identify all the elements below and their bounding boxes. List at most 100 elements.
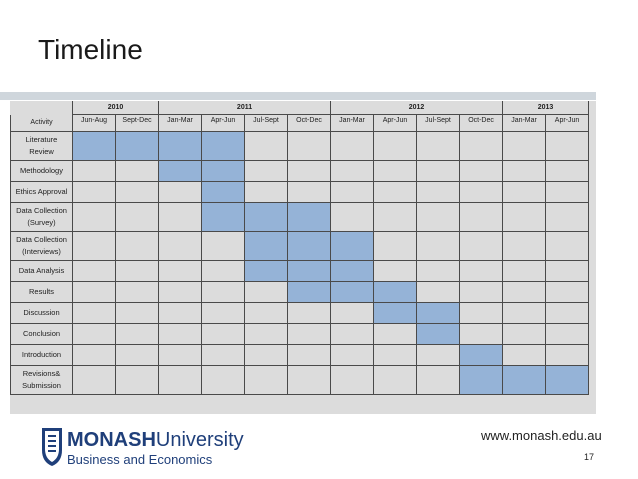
period-cell bbox=[545, 160, 590, 182]
activity-label-line: Data Collection bbox=[16, 206, 67, 215]
period-cell bbox=[158, 302, 203, 324]
period-cell bbox=[287, 302, 332, 324]
period-cell bbox=[545, 302, 590, 324]
period-cell bbox=[287, 344, 332, 366]
period-cell bbox=[72, 344, 116, 366]
period-cell bbox=[72, 260, 116, 282]
activity-label-line: (Interviews) bbox=[22, 247, 61, 256]
period-cell bbox=[72, 202, 116, 232]
table-row: Discussion bbox=[10, 302, 590, 324]
table-row: Data Analysis bbox=[10, 260, 590, 282]
period-cell bbox=[114, 281, 160, 303]
period-cell bbox=[545, 323, 590, 345]
period-cell bbox=[244, 160, 289, 182]
table-row: Ethics Approval bbox=[10, 181, 590, 203]
period-cell bbox=[114, 202, 160, 232]
period-cell bbox=[502, 202, 547, 232]
period-cell bbox=[201, 302, 246, 324]
period-cell bbox=[545, 131, 590, 161]
period-cell bbox=[330, 160, 375, 182]
period-cell bbox=[201, 260, 246, 282]
table-row: Results bbox=[10, 281, 590, 303]
activity-label: Methodology bbox=[10, 160, 73, 182]
activity-label: Results bbox=[10, 281, 73, 303]
slide-title: Timeline bbox=[38, 34, 143, 65]
period-cell bbox=[287, 365, 332, 395]
active-period-cell bbox=[287, 260, 332, 282]
period-header: Jul-Sept bbox=[244, 114, 289, 132]
period-cell bbox=[114, 344, 160, 366]
active-period-cell bbox=[330, 231, 375, 261]
period-cell bbox=[330, 344, 375, 366]
period-cell bbox=[114, 181, 160, 203]
monash-logo: MONASHUniversity Business and Economics bbox=[42, 428, 244, 467]
activity-label-line: Introduction bbox=[21, 350, 62, 359]
period-cell bbox=[416, 202, 461, 232]
period-cell bbox=[330, 181, 375, 203]
period-cell bbox=[201, 344, 246, 366]
table-row: Data Collection (Interviews) bbox=[10, 231, 590, 261]
period-cell bbox=[545, 260, 590, 282]
website-url: www.monash.edu.au bbox=[481, 428, 602, 443]
period-cell bbox=[330, 302, 375, 324]
title-divider-bar bbox=[0, 92, 596, 100]
period-cell bbox=[416, 160, 461, 182]
period-cell bbox=[158, 260, 203, 282]
period-cell bbox=[158, 202, 203, 232]
monash-crest-icon bbox=[42, 428, 62, 466]
year-header: 2010 bbox=[71, 101, 160, 115]
period-cell bbox=[114, 302, 160, 324]
activity-label-line: Methodology bbox=[20, 166, 63, 175]
period-cell bbox=[114, 365, 160, 395]
year-header: 2013 bbox=[502, 101, 590, 115]
timeline-table-area: 2010 2011 2012 2013 Activity Jun-Aug Sept-Dec J… bbox=[10, 101, 596, 414]
period-header: Jun-Aug bbox=[72, 114, 116, 132]
active-period-cell bbox=[114, 131, 160, 161]
table-row: Introduction bbox=[10, 344, 590, 366]
period-cell bbox=[244, 281, 289, 303]
active-period-cell bbox=[459, 344, 504, 366]
active-period-cell bbox=[287, 231, 332, 261]
period-cell bbox=[373, 231, 418, 261]
header-corner bbox=[11, 101, 73, 115]
period-cell bbox=[502, 323, 547, 345]
period-cell bbox=[416, 344, 461, 366]
active-period-cell bbox=[244, 202, 289, 232]
activity-label: Data Analysis bbox=[10, 260, 73, 282]
period-cell bbox=[373, 365, 418, 395]
period-cell bbox=[459, 323, 504, 345]
period-cell bbox=[114, 160, 160, 182]
activity-label-line: Data Analysis bbox=[18, 266, 65, 275]
period-cell bbox=[330, 202, 375, 232]
period-cell bbox=[201, 323, 246, 345]
period-cell bbox=[502, 231, 547, 261]
period-cell bbox=[373, 344, 418, 366]
period-cell bbox=[114, 231, 160, 261]
period-header: Jan-Mar bbox=[158, 114, 203, 132]
period-cell bbox=[244, 323, 289, 345]
period-header: Apr-Jun bbox=[201, 114, 246, 132]
activity-label-line: (Survey) bbox=[27, 218, 56, 227]
period-cell bbox=[114, 323, 160, 345]
active-period-cell bbox=[502, 365, 547, 395]
logo-suffix: University bbox=[156, 429, 244, 451]
activity-label: Data Collection (Interviews) bbox=[10, 231, 73, 261]
active-period-cell bbox=[244, 260, 289, 282]
period-cell bbox=[502, 160, 547, 182]
active-period-cell bbox=[201, 160, 246, 182]
active-period-cell bbox=[545, 365, 590, 395]
period-cell bbox=[373, 202, 418, 232]
period-header: Oct-Dec bbox=[459, 114, 504, 132]
activity-label-line: Data Collection bbox=[16, 235, 67, 244]
activity-label: Introduction bbox=[10, 344, 73, 366]
period-cell bbox=[545, 281, 590, 303]
period-header: Jan-Mar bbox=[330, 114, 375, 132]
period-cell bbox=[72, 160, 116, 182]
activity-label: Conclusion bbox=[10, 323, 73, 345]
period-cell bbox=[287, 181, 332, 203]
activity-label: Revisions& Submission bbox=[10, 365, 73, 395]
period-cell bbox=[502, 181, 547, 203]
table-row: Conclusion bbox=[10, 323, 590, 345]
period-cell bbox=[373, 181, 418, 203]
active-period-cell bbox=[287, 202, 332, 232]
